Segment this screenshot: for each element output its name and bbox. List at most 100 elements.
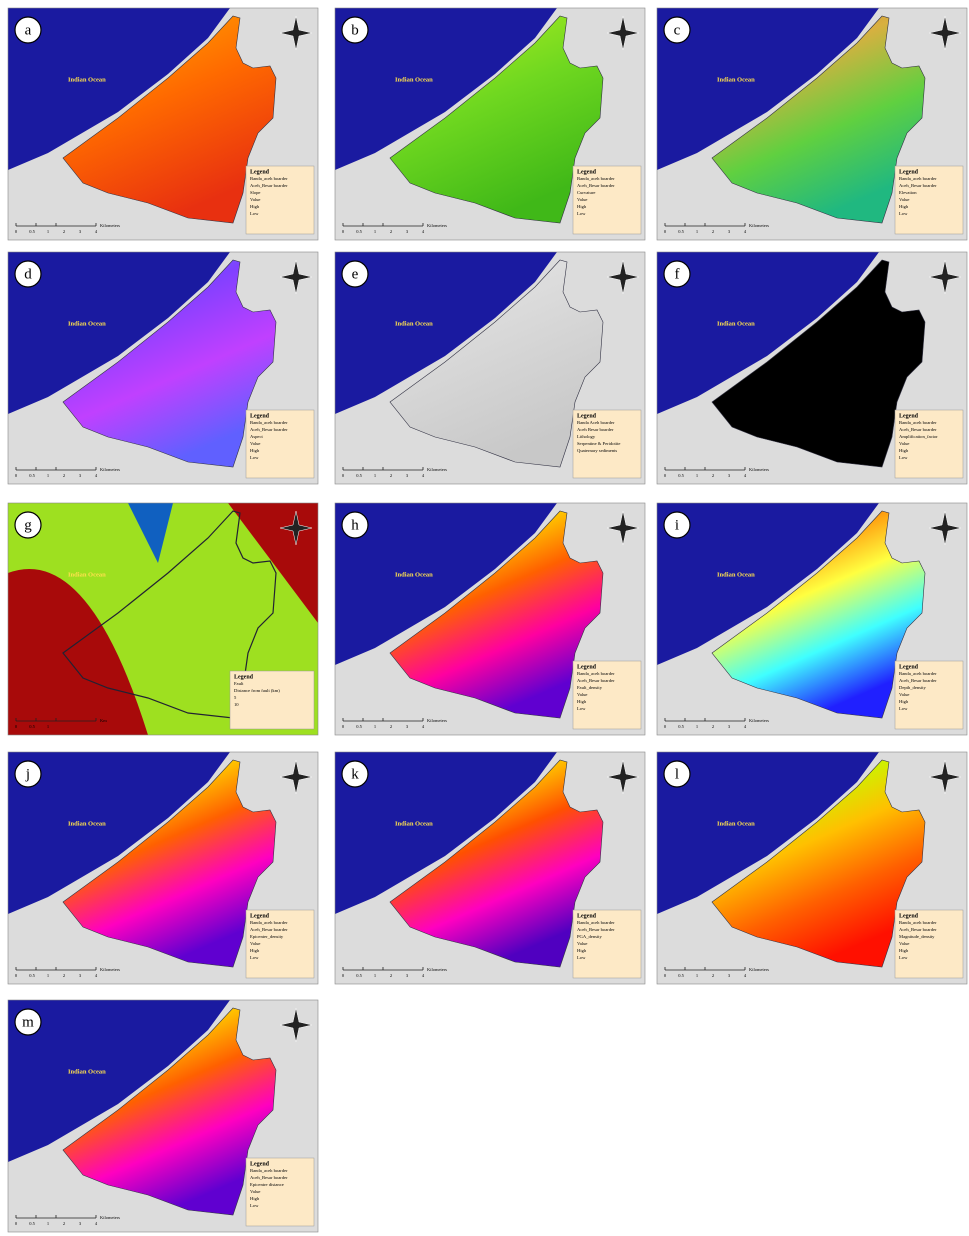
legend-text: Value [899,441,909,446]
panel-letter: i [675,517,679,533]
scale-label: 2 [390,724,392,729]
scale-units: Kilometers [427,467,447,472]
scale-label: 2 [63,229,65,234]
page: Indian OceanaLegendBanda_aceh boarderAce… [0,0,969,1236]
legend-text: Banda_aceh boarder [577,671,615,676]
legend-text: Aceh_Besar boarder [577,678,615,683]
legend-text: Epicenter_density [250,934,284,939]
scale-units: Kilometers [100,967,120,972]
scale-label: 1 [696,724,698,729]
scale-units: Kilometers [100,1215,120,1220]
scale-label: 0.5 [678,973,684,978]
scale-label: 1 [696,973,698,978]
ocean-label: Indian Ocean [395,820,433,827]
panel-letter: d [24,266,32,282]
legend-text: Banda_aceh boarder [899,671,937,676]
ocean-label: Indian Ocean [717,571,755,578]
scale-label: 0.5 [356,229,362,234]
panel-letter: j [25,766,30,782]
scale-label: 0.5 [29,1221,35,1226]
scale-label: 2 [712,724,714,729]
scale-units: Kilometers [749,467,769,472]
legend-text: Low [577,211,586,216]
legend-text: Low [577,706,586,711]
scale-units: Kilometers [427,223,447,228]
legend-text: Low [250,955,259,960]
legend-text: Aceh_Besar boarder [577,927,615,932]
scale-label: 1 [47,724,49,729]
legend-text: High [577,948,587,953]
legend-text: Legend [899,169,919,175]
legend-text: Low [899,955,908,960]
scale-label: 2 [63,473,65,478]
legend-text: Aceh_Besar boarder [250,1175,288,1180]
legend-text: Banda_aceh boarder [250,920,288,925]
panel-letter: f [675,266,680,282]
legend-text: Value [899,197,909,202]
ocean-label: Indian Ocean [68,76,106,83]
scale-label: 0.5 [29,473,35,478]
scale-units: Kilometers [427,718,447,723]
legend-text: PGA_density [577,934,602,939]
legend-text: Legend [577,664,597,670]
scale-label: 0.5 [29,229,35,234]
legend-text: Low [899,211,908,216]
ocean-label: Indian Ocean [395,76,433,83]
legend-text: High [250,948,260,953]
legend-text: Quaternary sediments [577,448,617,453]
legend-text: Aceh_Besar boarder [899,927,937,932]
scale-label: 2 [712,229,714,234]
scale-label: 2 [63,973,65,978]
panel-letter: k [351,766,359,782]
panel-letter: h [351,517,359,533]
legend-text: Curvature [577,190,595,195]
legend-text: Aceh_Besar boarder [577,183,615,188]
legend-text: Fault [234,681,244,686]
scale-units: Kilometers [749,718,769,723]
panel-letter: a [25,22,32,38]
legend-text: Value [250,941,260,946]
legend-text: Banda_aceh boarder [577,176,615,181]
scale-label: 0.5 [678,473,684,478]
map-panel: Indian OceanbLegendBanda_aceh boarderAce… [335,8,645,240]
scale-label: 1 [374,473,376,478]
scale-label: 2 [712,973,714,978]
legend-text: Low [577,955,586,960]
legend-text: 10 [234,702,239,707]
legend-text: Banda_aceh boarder [899,920,937,925]
scale-label: 0.5 [356,473,362,478]
scale-label: 1 [696,473,698,478]
legend-text: Aceh_Besar boarder [899,678,937,683]
scale-label: 0.5 [678,229,684,234]
legend-text: Legend [899,913,919,919]
panel-letter: b [351,22,359,38]
panel-letter: c [674,22,681,38]
legend-text: Banda_aceh boarder [250,1168,288,1173]
ocean-label: Indian Ocean [717,76,755,83]
legend-text: Value [250,197,260,202]
scale-label: 2 [390,473,392,478]
legend-text: Legend [577,913,597,919]
legend-text: Legend [899,664,919,670]
legend-text: Aspect [250,434,263,439]
legend-text: Aceh Besar boarder [577,427,614,432]
legend-text: Low [250,1203,259,1208]
legend-text: High [899,699,909,704]
legend-text: Value [899,692,909,697]
scale-units: Kilometers [100,467,120,472]
legend-text: Fault_density [577,685,603,690]
scale-units: Kilometers [749,967,769,972]
panel-letter: e [352,266,359,282]
legend-text: High [899,448,909,453]
ocean-label: Indian Ocean [395,571,433,578]
scale-units: Kilometers [427,967,447,972]
legend-text: Elevation [899,190,917,195]
scale-label: 0.5 [678,724,684,729]
legend-text: High [577,204,587,209]
scale-label: 1 [696,229,698,234]
scale-label: 1 [374,229,376,234]
ocean-label: Indian Ocean [717,320,755,327]
legend-text: Value [899,941,909,946]
